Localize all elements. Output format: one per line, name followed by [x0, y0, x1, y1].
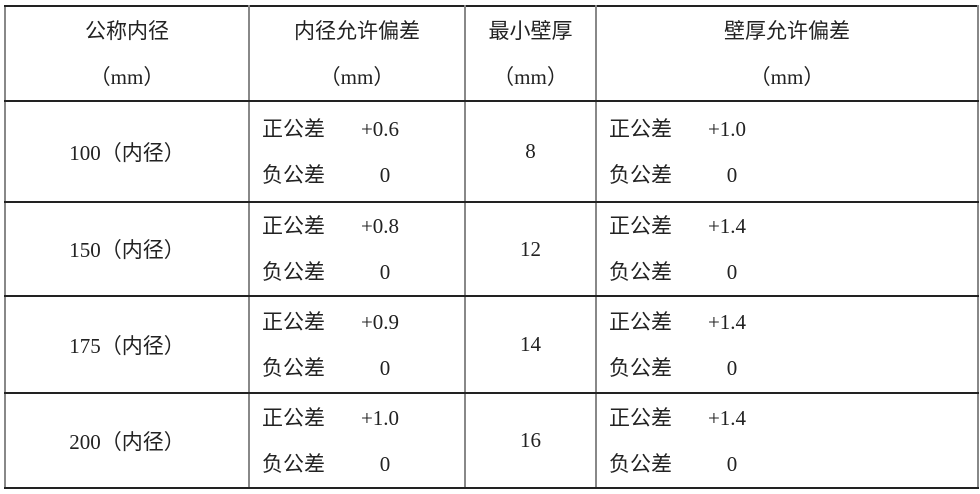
tolerance-value: 0 [379, 162, 391, 187]
negative-tolerance: 负公差 0 [250, 441, 464, 487]
negative-tolerance: 负公差 0 [250, 249, 464, 295]
tolerance-value: 0 [726, 260, 738, 284]
inner-tolerance-cell: 正公差 +1.0 负公差 0 [248, 392, 466, 489]
tolerance-value: +0.8 [360, 214, 400, 238]
table-row: 200（内径） 正公差 +1.0 负公差 0 16 正公差 +1.4 负公差 0 [4, 392, 979, 489]
tolerance-value: +1.0 [707, 116, 747, 141]
header-unit: （mm） [319, 64, 395, 89]
tolerance-value: +1.4 [707, 214, 747, 238]
header-title: 最小壁厚 [488, 18, 573, 43]
tolerance-label: 正公差 [609, 214, 672, 238]
diameter-cell: 200（内径） [4, 392, 250, 489]
header-cell: 公称内径 （mm） [4, 5, 250, 102]
header-unit: （mm） [89, 64, 165, 89]
wall-thickness-cell: 8 [464, 100, 597, 203]
tolerance-label: 正公差 [609, 309, 672, 334]
negative-tolerance: 负公差 0 [597, 345, 977, 391]
tolerance-value: 0 [726, 451, 738, 476]
tolerance-label: 正公差 [262, 405, 325, 430]
tolerance-value: +0.9 [360, 309, 400, 334]
inner-tolerance-cell: 正公差 +0.9 负公差 0 [248, 295, 466, 394]
inner-tolerance-cell: 正公差 +0.8 负公差 0 [248, 201, 466, 297]
header-unit: （mm） [749, 64, 825, 89]
tolerance-label: 负公差 [262, 355, 325, 380]
tolerance-value: +0.6 [360, 116, 400, 141]
wall-thickness-cell: 14 [464, 295, 597, 394]
table-row: 150（内径） 正公差 +0.8 负公差 0 12 正公差 +1.4 负公差 0 [4, 201, 979, 297]
tolerance-label: 负公差 [262, 260, 325, 284]
header-unit: （mm） [493, 64, 568, 89]
tolerance-value: 0 [379, 451, 391, 476]
tolerance-label: 负公差 [609, 260, 672, 284]
header-cell: 壁厚允许偏差 （mm） [595, 5, 979, 102]
tolerance-value: +1.4 [707, 309, 747, 334]
tolerance-value: 0 [726, 162, 738, 187]
wall-tolerance-cell: 正公差 +1.4 负公差 0 [595, 201, 979, 297]
wall-tolerance-cell: 正公差 +1.4 负公差 0 [595, 392, 979, 489]
positive-tolerance: 正公差 +0.8 [250, 203, 464, 249]
tolerance-label: 负公差 [262, 451, 325, 476]
wall-thickness-cell: 16 [464, 392, 597, 489]
tolerance-label: 正公差 [609, 116, 672, 141]
tolerance-label: 负公差 [609, 162, 672, 187]
positive-tolerance: 正公差 +1.4 [597, 203, 977, 249]
header-row: 公称内径 （mm） 内径允许偏差 （mm） 最小壁厚 （mm） 壁厚允许偏差 （mm） [4, 5, 979, 102]
tolerance-value: +1.4 [707, 405, 747, 430]
tolerance-value: 0 [379, 260, 391, 284]
negative-tolerance: 负公差 0 [597, 152, 977, 198]
header-title: 公称内径 [85, 18, 169, 43]
tolerance-value: 0 [379, 355, 391, 380]
negative-tolerance: 负公差 0 [597, 249, 977, 295]
positive-tolerance: 正公差 +0.9 [250, 299, 464, 345]
tolerance-label: 负公差 [609, 355, 672, 380]
table-row: 175（内径） 正公差 +0.9 负公差 0 14 正公差 +1.4 负公差 0 [4, 295, 979, 394]
tolerance-label: 正公差 [262, 214, 325, 238]
negative-tolerance: 负公差 0 [250, 152, 464, 198]
diameter-cell: 100（内径） [4, 100, 250, 203]
positive-tolerance: 正公差 +1.4 [597, 395, 977, 441]
pipe-spec-table: 公称内径 （mm） 内径允许偏差 （mm） 最小壁厚 （mm） 壁厚允许偏差 （mm） … [4, 5, 979, 489]
inner-tolerance-cell: 正公差 +0.6 负公差 0 [248, 100, 466, 203]
tolerance-value: +1.0 [360, 405, 400, 430]
header-title: 内径允许偏差 [294, 18, 420, 43]
positive-tolerance: 正公差 +0.6 [250, 106, 464, 152]
negative-tolerance: 负公差 0 [250, 345, 464, 391]
table-row: 100（内径） 正公差 +0.6 负公差 0 8 正公差 +1.0 负公差 0 [4, 100, 979, 203]
tolerance-label: 负公差 [262, 162, 325, 187]
tolerance-label: 负公差 [609, 451, 672, 476]
wall-tolerance-cell: 正公差 +1.4 负公差 0 [595, 295, 979, 394]
header-title: 壁厚允许偏差 [724, 18, 850, 43]
wall-tolerance-cell: 正公差 +1.0 负公差 0 [595, 100, 979, 203]
negative-tolerance: 负公差 0 [597, 441, 977, 487]
diameter-cell: 175（内径） [4, 295, 250, 394]
tolerance-label: 正公差 [262, 116, 325, 141]
wall-thickness-cell: 12 [464, 201, 597, 297]
diameter-cell: 150（内径） [4, 201, 250, 297]
header-cell: 最小壁厚 （mm） [464, 5, 597, 102]
positive-tolerance: 正公差 +1.0 [597, 106, 977, 152]
positive-tolerance: 正公差 +1.0 [250, 395, 464, 441]
positive-tolerance: 正公差 +1.4 [597, 299, 977, 345]
tolerance-label: 正公差 [262, 309, 325, 334]
tolerance-value: 0 [726, 355, 738, 380]
tolerance-label: 正公差 [609, 405, 672, 430]
header-cell: 内径允许偏差 （mm） [248, 5, 466, 102]
